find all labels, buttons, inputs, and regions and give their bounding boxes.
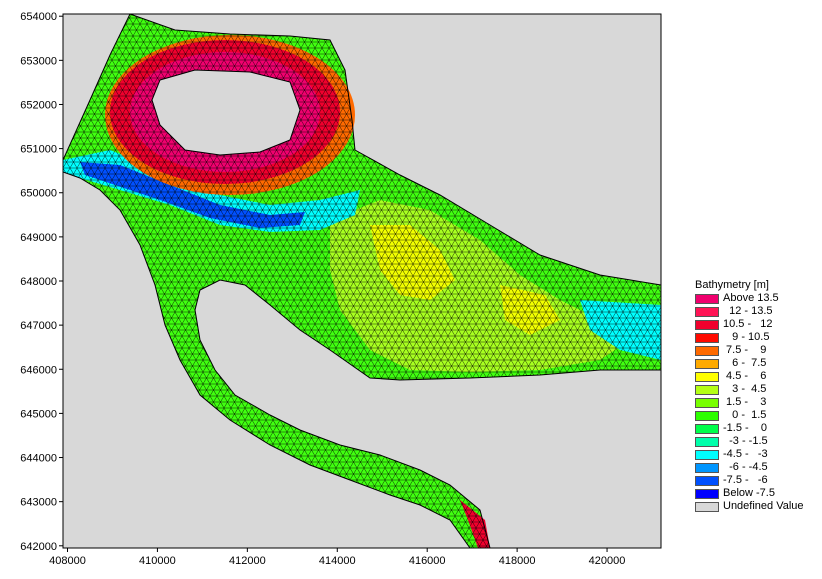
- legend-label: -3 - -1.5: [723, 435, 768, 447]
- legend-item: 6 - 7.5: [695, 357, 822, 370]
- legend-item: -1.5 - 0: [695, 422, 822, 435]
- legend-label: 9 - 10.5: [723, 331, 770, 343]
- y-tick-label: 648000: [20, 276, 57, 288]
- legend-label: Undefined Value: [723, 500, 804, 512]
- legend-label: 4.5 - 6: [723, 370, 767, 382]
- legend-swatch: [695, 319, 719, 330]
- legend-item: Undefined Value: [695, 500, 822, 513]
- legend-item: 3 - 4.5: [695, 383, 822, 396]
- legend-swatch: [695, 410, 719, 421]
- legend-swatch: [695, 449, 719, 460]
- legend-label: -7.5 - -6: [723, 474, 768, 486]
- legend-swatch: [695, 332, 719, 343]
- legend-label: -1.5 - 0: [723, 422, 768, 434]
- legend-swatch: [695, 462, 719, 473]
- x-tick-label: 418000: [499, 555, 536, 567]
- legend-swatch: [695, 488, 719, 499]
- legend-swatch: [695, 397, 719, 408]
- legend-label: 3 - 4.5: [723, 383, 767, 395]
- y-tick-label: 646000: [20, 364, 57, 376]
- legend-title: Bathymetry [m]: [695, 279, 769, 291]
- legend-item: -3 - -1.5: [695, 435, 822, 448]
- legend-item: -7.5 - -6: [695, 474, 822, 487]
- legend-label: -6 - -4.5: [723, 461, 768, 473]
- legend-swatch: [695, 475, 719, 486]
- legend-label: -4.5 - -3: [723, 448, 768, 460]
- y-axis: 654000 653000 652000 651000 650000 649000 6480…: [20, 11, 63, 553]
- legend-item: Below -7.5: [695, 487, 822, 500]
- legend-label: 12 - 13.5: [723, 305, 773, 317]
- y-tick-label: 651000: [20, 144, 57, 156]
- legend: Bathymetry [m] Above 13.5 12 - 13.5 10.5 …: [695, 278, 822, 513]
- y-tick-label: 653000: [20, 55, 57, 67]
- y-tick-label: 643000: [20, 497, 57, 509]
- x-tick-label: 414000: [319, 555, 356, 567]
- y-tick-label: 647000: [20, 320, 57, 332]
- legend-item: 7.5 - 9: [695, 344, 822, 357]
- legend-item: 4.5 - 6: [695, 370, 822, 383]
- x-tick-label: 416000: [409, 555, 446, 567]
- legend-label: 1.5 - 3: [723, 396, 767, 408]
- y-tick-label: 650000: [20, 188, 57, 200]
- x-tick-label: 408000: [49, 555, 86, 567]
- legend-item: Above 13.5: [695, 292, 822, 305]
- legend-item: 0 - 1.5: [695, 409, 822, 422]
- legend-swatch: [695, 358, 719, 369]
- legend-item: 1.5 - 3: [695, 396, 822, 409]
- legend-item: -4.5 - -3: [695, 448, 822, 461]
- legend-item: 10.5 - 12: [695, 318, 822, 331]
- legend-swatch: [695, 384, 719, 395]
- legend-label: 10.5 - 12: [723, 318, 773, 330]
- legend-swatch: [695, 423, 719, 434]
- x-tick-label: 420000: [589, 555, 626, 567]
- legend-swatch: [695, 371, 719, 382]
- legend-swatch: [695, 345, 719, 356]
- legend-swatch: [695, 436, 719, 447]
- legend-label: 7.5 - 9: [723, 344, 767, 356]
- legend-label: Above 13.5: [723, 292, 779, 304]
- legend-swatch: [695, 293, 719, 304]
- y-tick-label: 642000: [20, 541, 57, 553]
- x-tick-label: 412000: [229, 555, 266, 567]
- legend-item: -6 - -4.5: [695, 461, 822, 474]
- y-tick-label: 649000: [20, 232, 57, 244]
- y-tick-label: 652000: [20, 99, 57, 111]
- legend-label: 0 - 1.5: [723, 409, 767, 421]
- x-tick-label: 410000: [139, 555, 176, 567]
- mesh-domain: [63, 14, 661, 548]
- y-tick-label: 645000: [20, 408, 57, 420]
- legend-label: 6 - 7.5: [723, 357, 767, 369]
- island-outline: [151, 69, 301, 156]
- y-tick-label: 644000: [20, 453, 57, 465]
- legend-swatch: [695, 306, 719, 317]
- legend-item: 9 - 10.5: [695, 331, 822, 344]
- y-tick-label: 654000: [20, 11, 57, 23]
- legend-swatch: [695, 501, 719, 512]
- x-axis: 408000 410000 412000 414000 416000 418000 4200…: [49, 548, 625, 567]
- legend-item: 12 - 13.5: [695, 305, 822, 318]
- legend-label: Below -7.5: [723, 487, 775, 499]
